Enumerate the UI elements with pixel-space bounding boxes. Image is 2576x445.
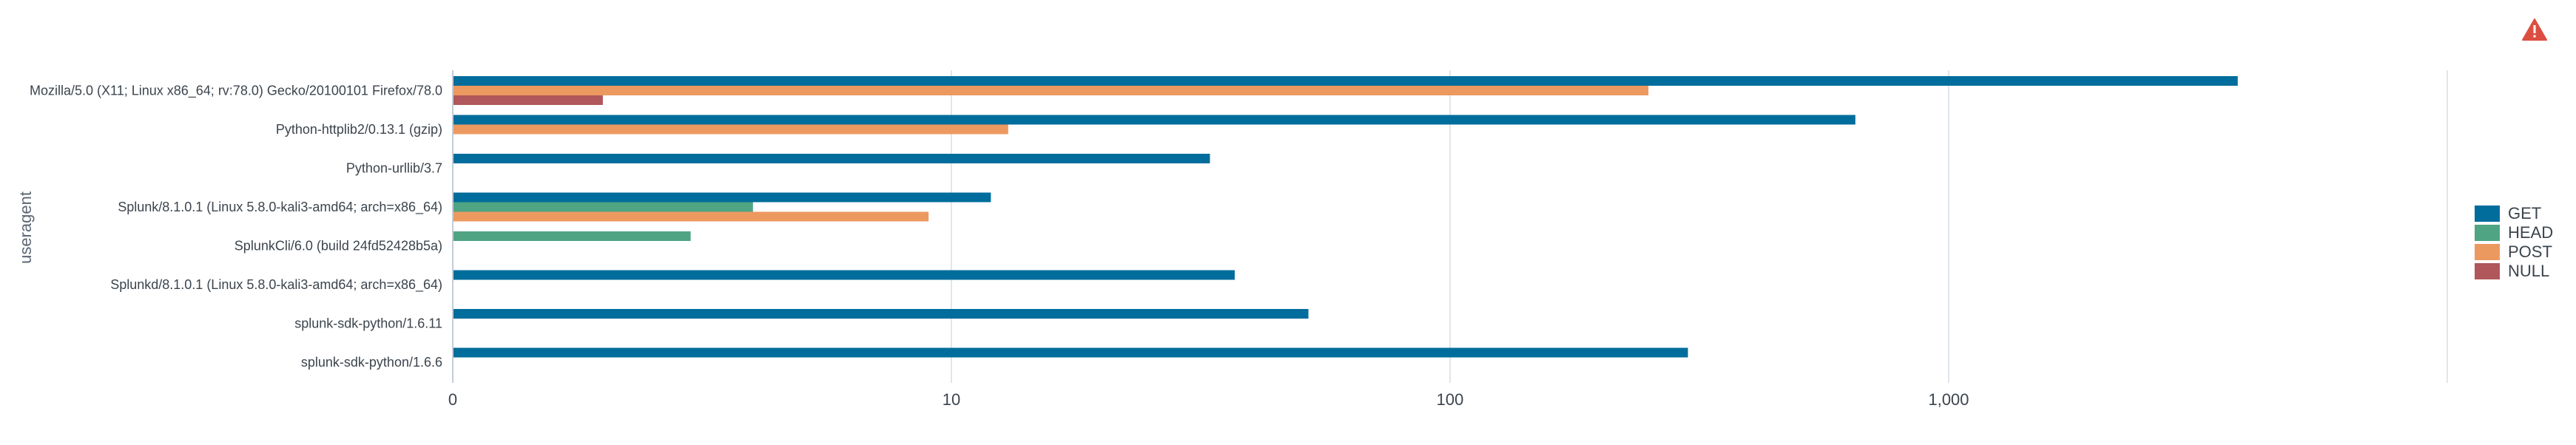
warning-triangle-icon[interactable] <box>2521 18 2548 41</box>
category-label: Splunk/8.1.0.1 (Linux 5.8.0-kali3-amd64;… <box>118 200 442 215</box>
x-tick-label: 100 <box>1437 390 1464 409</box>
bar-post[interactable] <box>453 86 1649 95</box>
bar-get[interactable] <box>453 192 991 203</box>
bar-post[interactable] <box>453 211 929 222</box>
category-label: Mozilla/5.0 (X11; Linux x86_64; rv:78.0)… <box>30 83 442 98</box>
x-tick-label: 1,000 <box>1928 390 1969 409</box>
legend-label[interactable]: NULL <box>2508 262 2549 280</box>
bar-get[interactable] <box>453 115 1855 125</box>
bar-post[interactable] <box>453 124 1008 135</box>
category-label: SplunkCli/6.0 (build 24fd52428b5a) <box>235 238 442 253</box>
y-axis-title: useragent <box>16 191 35 264</box>
x-tick-label: 0 <box>448 390 457 409</box>
bar-head[interactable] <box>453 231 691 241</box>
bar-get[interactable] <box>453 76 2238 86</box>
category-label: Python-httplib2/0.13.1 (gzip) <box>276 122 442 137</box>
category-labels: Mozilla/5.0 (X11; Linux x86_64; rv:78.0)… <box>30 83 442 370</box>
category-label: splunk-sdk-python/1.6.6 <box>301 355 442 370</box>
bar-get[interactable] <box>453 309 1309 319</box>
x-tick-label: 10 <box>943 390 960 409</box>
legend-label[interactable]: GET <box>2508 204 2541 222</box>
category-label: splunk-sdk-python/1.6.11 <box>294 316 442 330</box>
bar-null[interactable] <box>453 95 603 105</box>
legend-swatch <box>2475 205 2500 222</box>
bars <box>453 76 2238 358</box>
x-tick-labels: 0 10 100 1,000 <box>448 390 1969 409</box>
bar-head[interactable] <box>453 202 753 212</box>
legend-label[interactable]: HEAD <box>2508 223 2553 242</box>
legend-label[interactable]: POST <box>2508 242 2552 261</box>
bar-get[interactable] <box>453 270 1235 280</box>
category-label: Python-urllib/3.7 <box>346 160 442 175</box>
bar-get[interactable] <box>453 154 1210 163</box>
legend-swatch <box>2475 225 2500 241</box>
legend-swatch <box>2475 263 2500 279</box>
category-label: Splunkd/8.1.0.1 (Linux 5.8.0-kali3-amd64… <box>110 277 442 293</box>
legend-swatch <box>2475 244 2500 260</box>
bar-get[interactable] <box>453 347 1688 358</box>
